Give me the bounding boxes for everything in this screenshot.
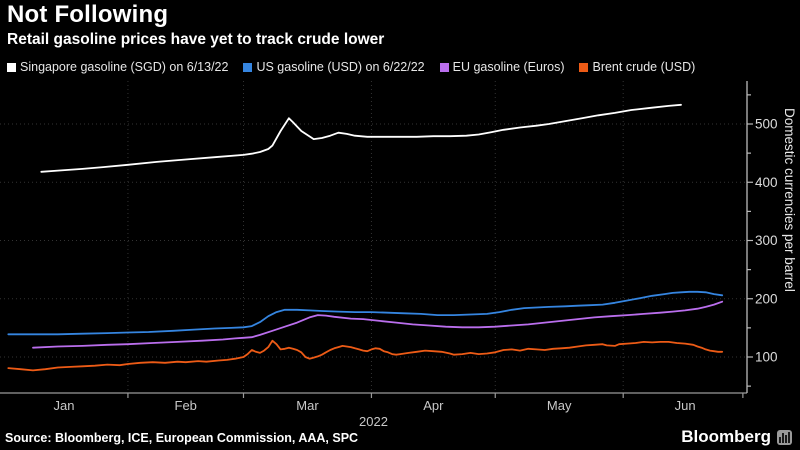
series-line-3 — [7, 339, 724, 372]
legend-label: EU gasoline (Euros) — [452, 60, 565, 74]
chart-legend: Singapore gasoline (SGD) on 6/13/22 US ga… — [7, 60, 695, 74]
legend-swatch-icon — [439, 62, 449, 72]
legend-swatch-icon — [7, 62, 16, 72]
series-line-1 — [7, 290, 724, 336]
series-line-2 — [32, 300, 724, 349]
legend-swatch-icon — [243, 62, 253, 72]
x-axis-year-label: 2022 — [359, 414, 388, 429]
legend-item-2: EU gasoline (Euros) — [439, 60, 565, 74]
x-axis-month-label: Feb — [175, 398, 197, 413]
y-axis-tick-label: 300 — [755, 233, 778, 248]
legend-label: US gasoline (USD) on 6/22/22 — [256, 60, 425, 74]
x-axis-month-label: Jan — [53, 398, 74, 413]
x-axis-month-label: Jun — [675, 398, 696, 413]
legend-item-1: US gasoline (USD) on 6/22/22 — [243, 60, 425, 74]
y-axis-title: Domestic currencies per barrel — [782, 108, 797, 292]
legend-label: Brent crude (USD) — [592, 60, 696, 74]
page-title: Not Following — [7, 1, 169, 28]
y-axis-tick-label: 400 — [755, 175, 778, 190]
bloomberg-logo: Bloomberg — [681, 427, 792, 447]
y-axis-tick-label: 500 — [755, 117, 778, 132]
x-axis-month-label: Apr — [423, 398, 444, 413]
x-axis-month-label: Mar — [296, 398, 319, 413]
chart-subtitle: Retail gasoline prices have yet to track… — [7, 31, 385, 48]
series-line-0 — [40, 103, 682, 173]
legend-swatch-icon — [579, 62, 589, 72]
legend-item-3: Brent crude (USD) — [579, 60, 695, 74]
bloomberg-bars-icon — [777, 429, 792, 445]
bloomberg-wordmark: Bloomberg — [681, 427, 771, 446]
legend-label: Singapore gasoline (SGD) on 6/13/22 — [20, 60, 229, 74]
y-axis-tick-label: 100 — [755, 350, 778, 365]
legend-item-0: Singapore gasoline (SGD) on 6/13/22 — [7, 60, 228, 74]
x-axis-month-label: May — [547, 398, 572, 413]
source-note: Source: Bloomberg, ICE, European Commiss… — [5, 431, 359, 445]
y-axis-tick-label: 200 — [755, 291, 778, 306]
